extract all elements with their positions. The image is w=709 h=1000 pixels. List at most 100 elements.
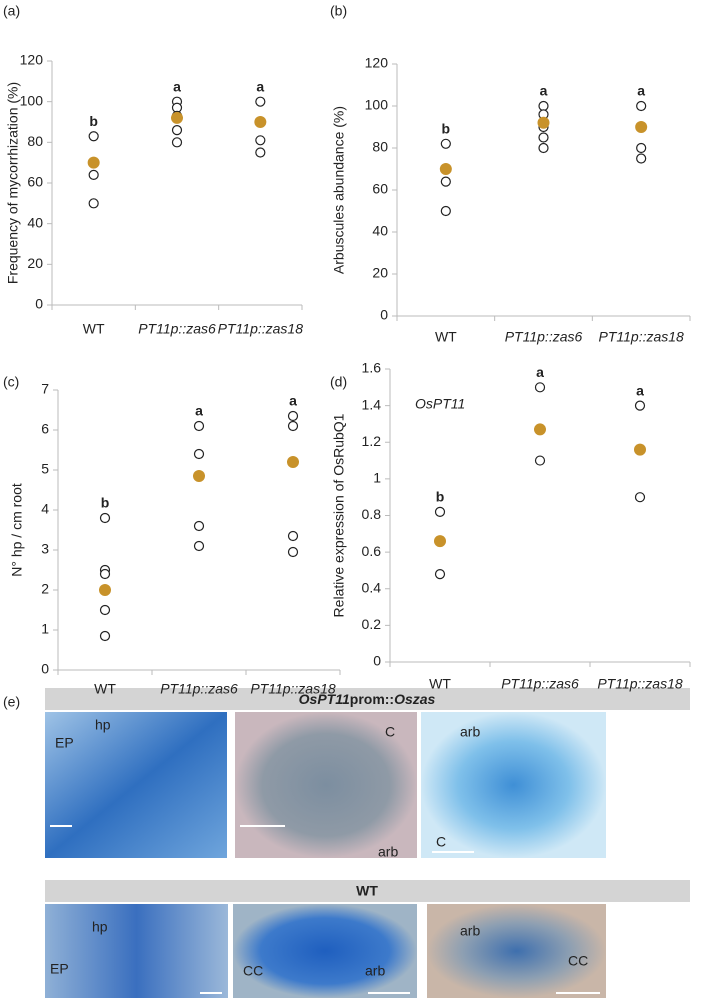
x-tick-label: WT [83,321,105,337]
replicate-point [88,198,99,209]
y-tick-label: 80 [27,133,43,149]
y-axis-label: Frequency of mycorrhization (%) [5,82,21,284]
image-label: EP [55,735,74,751]
mean-point [287,456,299,468]
replicate-point [287,530,299,542]
header-bar [45,688,690,710]
micrograph [421,712,606,858]
y-axis-label: Relative expression of OsRubQ1 [331,413,347,617]
replicate-point [636,100,647,112]
y-tick-label: 0 [380,307,388,323]
significance-letter: a [289,393,297,409]
mean-point [534,423,546,436]
panel-e [45,688,690,998]
y-tick-label: 100 [20,92,44,108]
header-title: OsPT11prom::Oszas [299,691,436,707]
image-label: arb [378,844,398,860]
y-tick-label: 60 [27,174,43,190]
x-tick-label: PT11p::zas18 [598,329,684,345]
significance-letter: b [436,489,445,505]
replicate-point [534,382,546,393]
y-tick-label: 20 [27,255,43,271]
micrograph [233,904,417,998]
replicate-point [538,100,549,112]
y-tick-label: 0.6 [362,543,382,559]
y-tick-label: 6 [41,421,49,437]
replicate-point [255,147,266,158]
y-tick-label: 20 [372,265,388,281]
replicate-point [255,96,266,107]
replicate-point [434,568,446,580]
image-label: arb [460,923,480,939]
mean-point [434,535,446,548]
image-label: arb [460,724,480,740]
header-part: OsPT11 [299,691,350,707]
x-tick-label: PT11p::zas6 [160,681,238,697]
significance-letter: a [636,382,644,398]
y-tick-label: 60 [372,181,388,197]
x-tick-label: WT [94,681,116,697]
replicate-point [287,420,299,432]
replicate-point [634,400,646,411]
mean-point [254,116,267,128]
significance-letter: b [89,113,98,129]
replicate-point [434,506,446,517]
y-tick-label: 1.6 [362,360,382,376]
y-tick-label: 0 [373,653,381,669]
replicate-point [636,142,647,154]
replicate-point [88,131,99,142]
y-tick-label: 0.8 [362,506,382,522]
header-title: WT [356,883,378,899]
image-label: hp [95,717,111,733]
replicate-point [255,135,266,146]
mean-point [171,111,183,124]
panel-label: (b) [330,3,347,19]
y-tick-label: 0 [41,661,49,677]
y-tick-label: 80 [372,139,388,155]
x-tick-label: WT [435,329,457,345]
panel-label: (a) [3,3,20,19]
y-tick-label: 1 [373,470,381,486]
significance-letter: a [637,83,645,99]
x-tick-label: PT11p::zas6 [138,321,216,337]
replicate-point [88,169,99,180]
y-tick-label: 1.2 [362,433,382,449]
replicate-point [534,455,546,466]
y-tick-label: 120 [20,52,44,68]
y-axis-label: Arbuscules abundance (%) [331,106,347,274]
mean-point [635,121,648,133]
annotation: OsPT11 [415,396,465,412]
replicate-point [538,142,549,154]
mean-point [193,470,205,482]
replicate-point [440,205,451,217]
replicate-point [99,512,111,524]
y-tick-label: 120 [365,55,389,71]
mean-point [537,116,550,129]
x-tick-label: PT11p::zas18 [597,676,683,692]
replicate-point [287,410,299,422]
micrograph [45,712,227,858]
header-bar [45,880,690,902]
image-label: EP [50,961,69,977]
micrograph [427,904,606,998]
replicate-point [538,132,549,143]
replicate-point [193,420,205,432]
x-tick-label: PT11p::zas18 [250,681,336,697]
image-label: arb [365,963,385,979]
significance-letter: a [540,83,548,99]
image-label: CC [568,953,588,969]
y-tick-label: 3 [41,541,49,557]
image-label: C [436,834,446,850]
panel-label: (d) [330,374,347,390]
y-tick-label: 40 [372,223,388,239]
header-part: Oszas [394,691,435,707]
significance-letter: a [256,78,264,94]
replicate-point [440,138,451,149]
replicate-point [171,137,183,148]
image-label: C [385,724,395,740]
replicate-point [193,540,205,552]
mean-point [99,584,111,596]
y-tick-label: 2 [41,581,49,597]
replicate-point [634,492,646,503]
y-tick-label: 0.2 [362,616,382,632]
